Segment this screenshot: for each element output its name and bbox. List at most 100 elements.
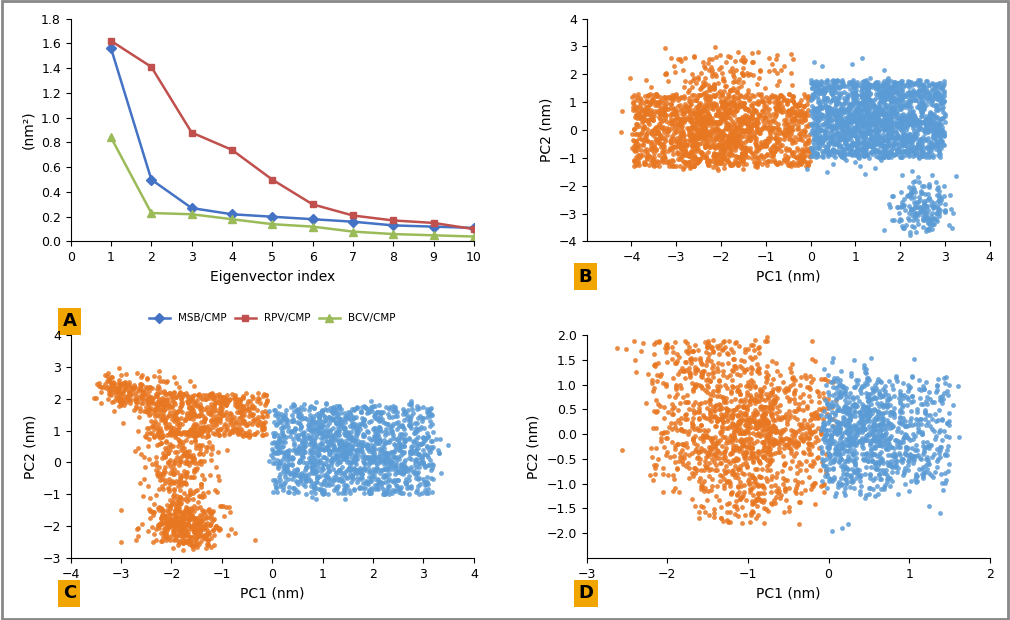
Point — [320, 412, 336, 422]
Point — [183, 536, 199, 546]
Point — [870, 374, 886, 384]
Point — [333, 446, 349, 456]
Point — [160, 401, 176, 410]
Point — [862, 113, 878, 123]
Point — [271, 430, 287, 440]
Point — [247, 535, 264, 545]
Point — [734, 502, 750, 512]
Point — [711, 349, 727, 359]
Point — [737, 146, 753, 156]
Point — [645, 423, 662, 433]
Point — [394, 421, 410, 431]
Point — [726, 430, 742, 440]
Point — [891, 143, 907, 153]
Point — [128, 535, 144, 545]
Point — [827, 84, 843, 94]
Point — [876, 108, 892, 118]
Point — [793, 100, 809, 110]
Point — [659, 342, 675, 352]
Point — [759, 474, 775, 484]
Point — [701, 458, 717, 468]
Point — [685, 401, 701, 410]
Point — [746, 498, 763, 508]
Point — [787, 100, 803, 110]
Point — [398, 474, 414, 484]
Point — [817, 143, 833, 153]
Point — [153, 405, 169, 415]
Point — [837, 136, 853, 146]
Point — [104, 373, 120, 383]
Point — [228, 416, 244, 426]
Point — [630, 102, 646, 112]
Point — [631, 151, 647, 161]
Point — [880, 389, 896, 399]
Point — [204, 525, 220, 535]
Point — [774, 107, 790, 117]
Point — [748, 419, 765, 429]
Point — [173, 525, 189, 535]
Point — [675, 452, 691, 462]
Point — [888, 97, 904, 107]
Point — [403, 419, 419, 429]
Point — [649, 399, 666, 409]
Point — [212, 417, 228, 427]
Point — [776, 95, 792, 105]
Point — [302, 402, 318, 412]
Point — [767, 398, 783, 408]
Point — [927, 82, 943, 92]
Point — [918, 111, 934, 121]
Point — [626, 105, 642, 115]
Point — [217, 407, 233, 417]
Point — [154, 399, 170, 409]
Point — [651, 105, 668, 115]
Point — [279, 463, 295, 473]
Point — [276, 414, 292, 424]
Point — [402, 447, 418, 457]
Point — [891, 131, 907, 141]
Point — [143, 506, 160, 516]
Point — [927, 415, 943, 425]
Point — [888, 140, 904, 149]
Point — [302, 475, 318, 485]
Point — [712, 156, 728, 166]
Point — [910, 138, 926, 148]
Point — [675, 141, 691, 151]
Point — [327, 472, 343, 482]
Point — [171, 516, 187, 526]
Point — [154, 397, 170, 407]
Point — [647, 160, 664, 170]
Point — [186, 527, 202, 537]
Point — [729, 140, 745, 149]
Point — [887, 93, 903, 103]
Point — [244, 402, 261, 412]
Point — [799, 382, 815, 392]
Point — [362, 466, 378, 476]
Point — [716, 95, 732, 105]
Point — [351, 445, 368, 455]
Point — [115, 397, 131, 407]
Point — [676, 93, 692, 103]
Point — [925, 85, 941, 95]
Point — [755, 414, 772, 423]
Point — [866, 421, 882, 431]
Point — [935, 113, 951, 123]
Point — [420, 459, 436, 469]
Point — [838, 420, 854, 430]
Point — [373, 408, 389, 418]
Point — [875, 402, 891, 412]
Point — [211, 524, 227, 534]
Point — [773, 106, 789, 116]
Point — [914, 146, 930, 156]
Point — [112, 390, 128, 400]
Point — [901, 201, 917, 211]
Point — [897, 479, 913, 489]
Point — [749, 143, 766, 153]
Point — [784, 138, 800, 148]
Point — [648, 376, 665, 386]
Point — [810, 133, 826, 143]
Point — [338, 428, 355, 438]
Point — [904, 443, 920, 453]
Point — [918, 211, 934, 221]
Point — [683, 355, 699, 365]
Point — [745, 98, 762, 108]
